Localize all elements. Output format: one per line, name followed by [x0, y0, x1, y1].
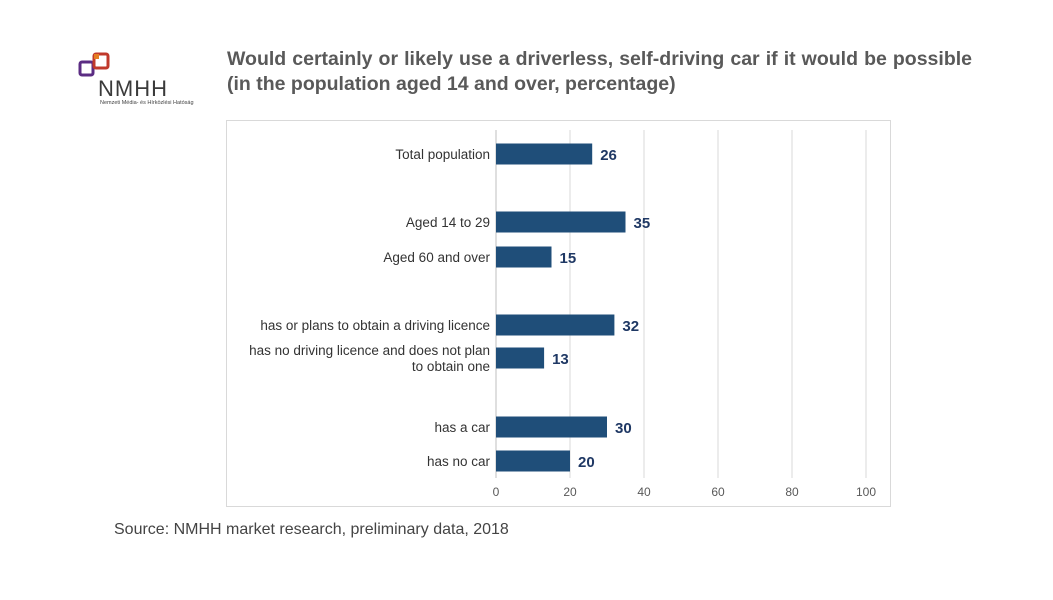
logo-squares-icon: [78, 52, 110, 77]
data-label: 26: [600, 147, 617, 164]
data-label: 35: [634, 215, 651, 232]
data-label: 13: [552, 351, 569, 368]
x-tick-label: 80: [785, 485, 799, 499]
bar: [496, 450, 570, 472]
bar: [496, 246, 552, 268]
data-label: 32: [622, 318, 639, 335]
x-tick-label: 0: [493, 485, 500, 499]
data-label: 30: [615, 420, 632, 437]
nmhh-logo: NMHH Nemzeti Média- és Hírközlési Hatósá…: [76, 50, 216, 112]
data-label: 15: [560, 250, 577, 267]
bar: [496, 314, 615, 336]
x-tick-label: 60: [711, 485, 725, 499]
logo-subtitle: Nemzeti Média- és Hírközlési Hatóság: [100, 100, 194, 106]
bar: [496, 416, 607, 438]
x-tick-label: 100: [856, 485, 876, 499]
logo-wordmark: NMHH: [98, 76, 168, 101]
bar: [496, 143, 593, 165]
category-label: Aged 14 to 29: [406, 215, 490, 230]
data-label: 20: [578, 454, 595, 471]
category-label: has no driving licence and does not plan…: [249, 343, 490, 374]
x-tick-label: 40: [637, 485, 651, 499]
category-label: has or plans to obtain a driving licence: [260, 318, 490, 333]
chart-frame: [226, 120, 891, 507]
source-note: Source: NMHH market research, preliminar…: [114, 521, 509, 538]
bar: [496, 211, 626, 233]
category-label: has a car: [434, 420, 490, 435]
bar: [496, 347, 545, 369]
chart-title: Would certainly or likely use a driverle…: [227, 48, 972, 95]
category-label: Aged 60 and over: [383, 250, 490, 265]
category-label: Total population: [395, 147, 490, 162]
x-tick-label: 20: [563, 485, 577, 499]
category-label: has no car: [427, 454, 491, 469]
